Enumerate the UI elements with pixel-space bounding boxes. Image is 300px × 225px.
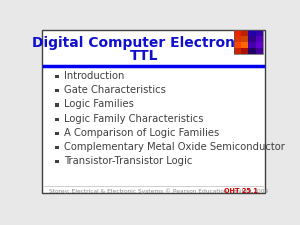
Text: Complementary Metal Oxide Semiconductor: Complementary Metal Oxide Semiconductor [64, 142, 285, 152]
Bar [248, 36, 256, 42]
Bar [234, 30, 242, 36]
Bar [55, 104, 59, 106]
Bar [234, 42, 242, 48]
Bar [256, 30, 263, 36]
Bar [241, 42, 249, 48]
Bar [55, 146, 59, 149]
Bar [256, 36, 263, 42]
Text: Storey: Electrical & Electronic Systems © Pearson Education Limited 2004: Storey: Electrical & Electronic Systems … [49, 188, 268, 194]
Bar [55, 75, 59, 78]
Bar [55, 89, 59, 92]
Bar [248, 30, 256, 36]
Text: OHT 25.1: OHT 25.1 [224, 188, 258, 194]
Bar [256, 48, 263, 54]
Text: TTL: TTL [130, 50, 159, 63]
Text: Gate Characteristics: Gate Characteristics [64, 85, 166, 95]
Bar [241, 36, 249, 42]
Bar [234, 30, 263, 54]
Text: Logic Families: Logic Families [64, 99, 134, 109]
Bar [241, 48, 249, 54]
Text: Introduction: Introduction [64, 71, 124, 81]
Bar [55, 132, 59, 135]
Text: Transistor-Transistor Logic: Transistor-Transistor Logic [64, 156, 193, 166]
Bar [55, 160, 59, 163]
Text: Digital Computer Electronics: Digital Computer Electronics [32, 36, 256, 50]
Text: A Comparison of Logic Families: A Comparison of Logic Families [64, 128, 220, 138]
Bar [256, 42, 263, 48]
Bar [248, 48, 256, 54]
Bar [234, 48, 242, 54]
Bar [248, 42, 256, 48]
Bar [234, 36, 242, 42]
Text: Logic Family Characteristics: Logic Family Characteristics [64, 114, 204, 124]
Bar [55, 118, 59, 121]
Bar [241, 30, 249, 36]
